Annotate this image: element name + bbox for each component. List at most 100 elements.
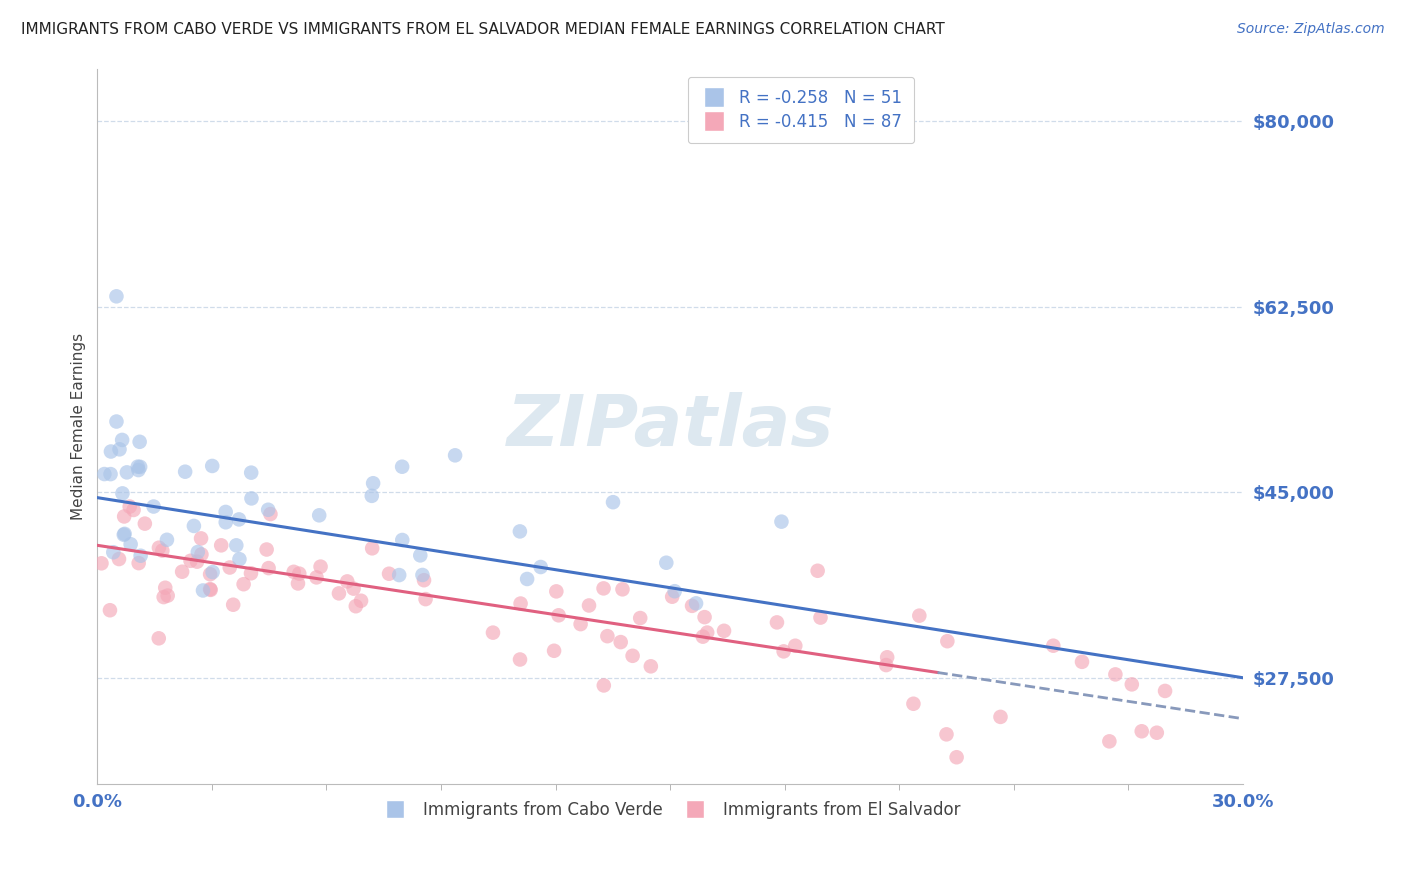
Point: [509, 524, 531, 539]
Point: [259, 507, 281, 521]
Point: [240, 491, 263, 506]
Point: [936, 634, 959, 648]
Point: [596, 629, 619, 643]
Point: [444, 448, 467, 462]
Point: [305, 570, 328, 584]
Point: [336, 574, 359, 589]
Point: [592, 582, 614, 596]
Point: [228, 552, 250, 566]
Point: [342, 582, 364, 596]
Point: [621, 648, 644, 663]
Point: [98, 603, 121, 617]
Point: [240, 566, 263, 581]
Point: [350, 593, 373, 607]
Point: [148, 541, 170, 555]
Point: [908, 608, 931, 623]
Point: [128, 434, 150, 449]
Point: [530, 560, 553, 574]
Point: [174, 465, 197, 479]
Text: IMMIGRANTS FROM CABO VERDE VS IMMIGRANTS FROM EL SALVADOR MEDIAN FEMALE EARNINGS: IMMIGRANTS FROM CABO VERDE VS IMMIGRANTS…: [21, 22, 945, 37]
Point: [222, 598, 245, 612]
Point: [770, 515, 793, 529]
Point: [150, 543, 173, 558]
Point: [1121, 677, 1143, 691]
Point: [190, 532, 212, 546]
Point: [692, 630, 714, 644]
Point: [482, 625, 505, 640]
Point: [93, 467, 115, 481]
Point: [152, 590, 174, 604]
Point: [111, 486, 134, 500]
Point: [156, 589, 179, 603]
Point: [190, 548, 212, 562]
Point: [693, 610, 716, 624]
Point: [361, 541, 384, 556]
Point: [120, 537, 142, 551]
Point: [546, 584, 568, 599]
Point: [713, 624, 735, 638]
Point: [592, 678, 614, 692]
Point: [240, 466, 263, 480]
Point: [1104, 667, 1126, 681]
Text: Source: ZipAtlas.com: Source: ZipAtlas.com: [1237, 22, 1385, 37]
Point: [344, 599, 367, 614]
Point: [256, 542, 278, 557]
Point: [516, 572, 538, 586]
Point: [108, 552, 131, 566]
Point: [681, 599, 703, 613]
Point: [903, 697, 925, 711]
Point: [127, 463, 149, 477]
Point: [112, 509, 135, 524]
Point: [1154, 684, 1177, 698]
Point: [547, 608, 569, 623]
Point: [122, 503, 145, 517]
Point: [766, 615, 789, 630]
Point: [142, 500, 165, 514]
Point: [945, 750, 967, 764]
Point: [935, 727, 957, 741]
Point: [155, 581, 177, 595]
Point: [105, 289, 128, 303]
Point: [509, 652, 531, 666]
Point: [103, 545, 125, 559]
Point: [640, 659, 662, 673]
Point: [128, 556, 150, 570]
Point: [183, 519, 205, 533]
Point: [129, 459, 152, 474]
Point: [328, 586, 350, 600]
Point: [257, 502, 280, 516]
Point: [287, 576, 309, 591]
Point: [111, 433, 134, 447]
Point: [201, 565, 224, 579]
Point: [875, 658, 897, 673]
Point: [578, 599, 600, 613]
Point: [90, 557, 112, 571]
Point: [209, 538, 232, 552]
Point: [198, 567, 221, 582]
Point: [1042, 639, 1064, 653]
Point: [114, 527, 136, 541]
Point: [105, 415, 128, 429]
Point: [772, 644, 794, 658]
Point: [191, 583, 214, 598]
Point: [990, 710, 1012, 724]
Point: [609, 635, 631, 649]
Point: [661, 590, 683, 604]
Point: [664, 584, 686, 599]
Point: [685, 596, 707, 610]
Point: [378, 566, 401, 581]
Point: [612, 582, 634, 597]
Point: [543, 644, 565, 658]
Point: [201, 458, 224, 473]
Point: [218, 560, 240, 574]
Point: [1098, 734, 1121, 748]
Legend: Immigrants from Cabo Verde, Immigrants from El Salvador: Immigrants from Cabo Verde, Immigrants f…: [373, 794, 967, 825]
Point: [187, 545, 209, 559]
Point: [411, 568, 433, 582]
Point: [388, 568, 411, 582]
Point: [696, 625, 718, 640]
Point: [215, 505, 238, 519]
Point: [129, 549, 152, 563]
Point: [288, 566, 311, 581]
Point: [156, 533, 179, 547]
